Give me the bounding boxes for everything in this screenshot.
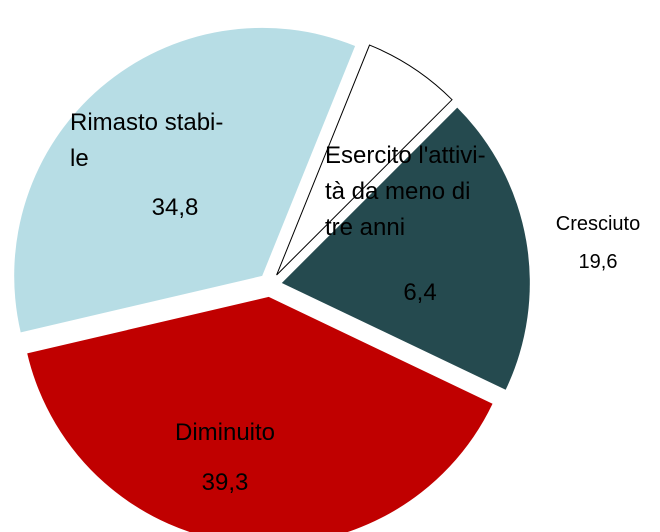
value-label: 6,4 [403,279,436,306]
pie-slice [27,296,493,532]
slice-label: Rimasto stabi-le [70,109,223,172]
slice-label: Esercito l'attivi-tà da meno di tre anni [325,142,486,241]
slice-label-line: tre anni [325,214,405,241]
slice-label-line: Esercito l'attivi- [325,142,486,169]
value-label: 39,3 [202,469,249,496]
value-label: 19,6 [579,251,618,273]
value-label: 34,8 [152,194,199,221]
slice-label-line: Rimasto stabi- [70,109,223,136]
slice-label: Cresciuto [556,213,640,235]
slice-label-line: Diminuito [175,419,275,446]
pie-slice [276,44,453,276]
slice-label-line: tà da meno di [325,178,470,205]
pie-slice [14,27,356,333]
slice-label: Diminuito [175,419,275,446]
slice-label-line: le [70,145,89,172]
slice-label-line: Cresciuto [556,213,640,235]
pie-slice [281,107,530,390]
